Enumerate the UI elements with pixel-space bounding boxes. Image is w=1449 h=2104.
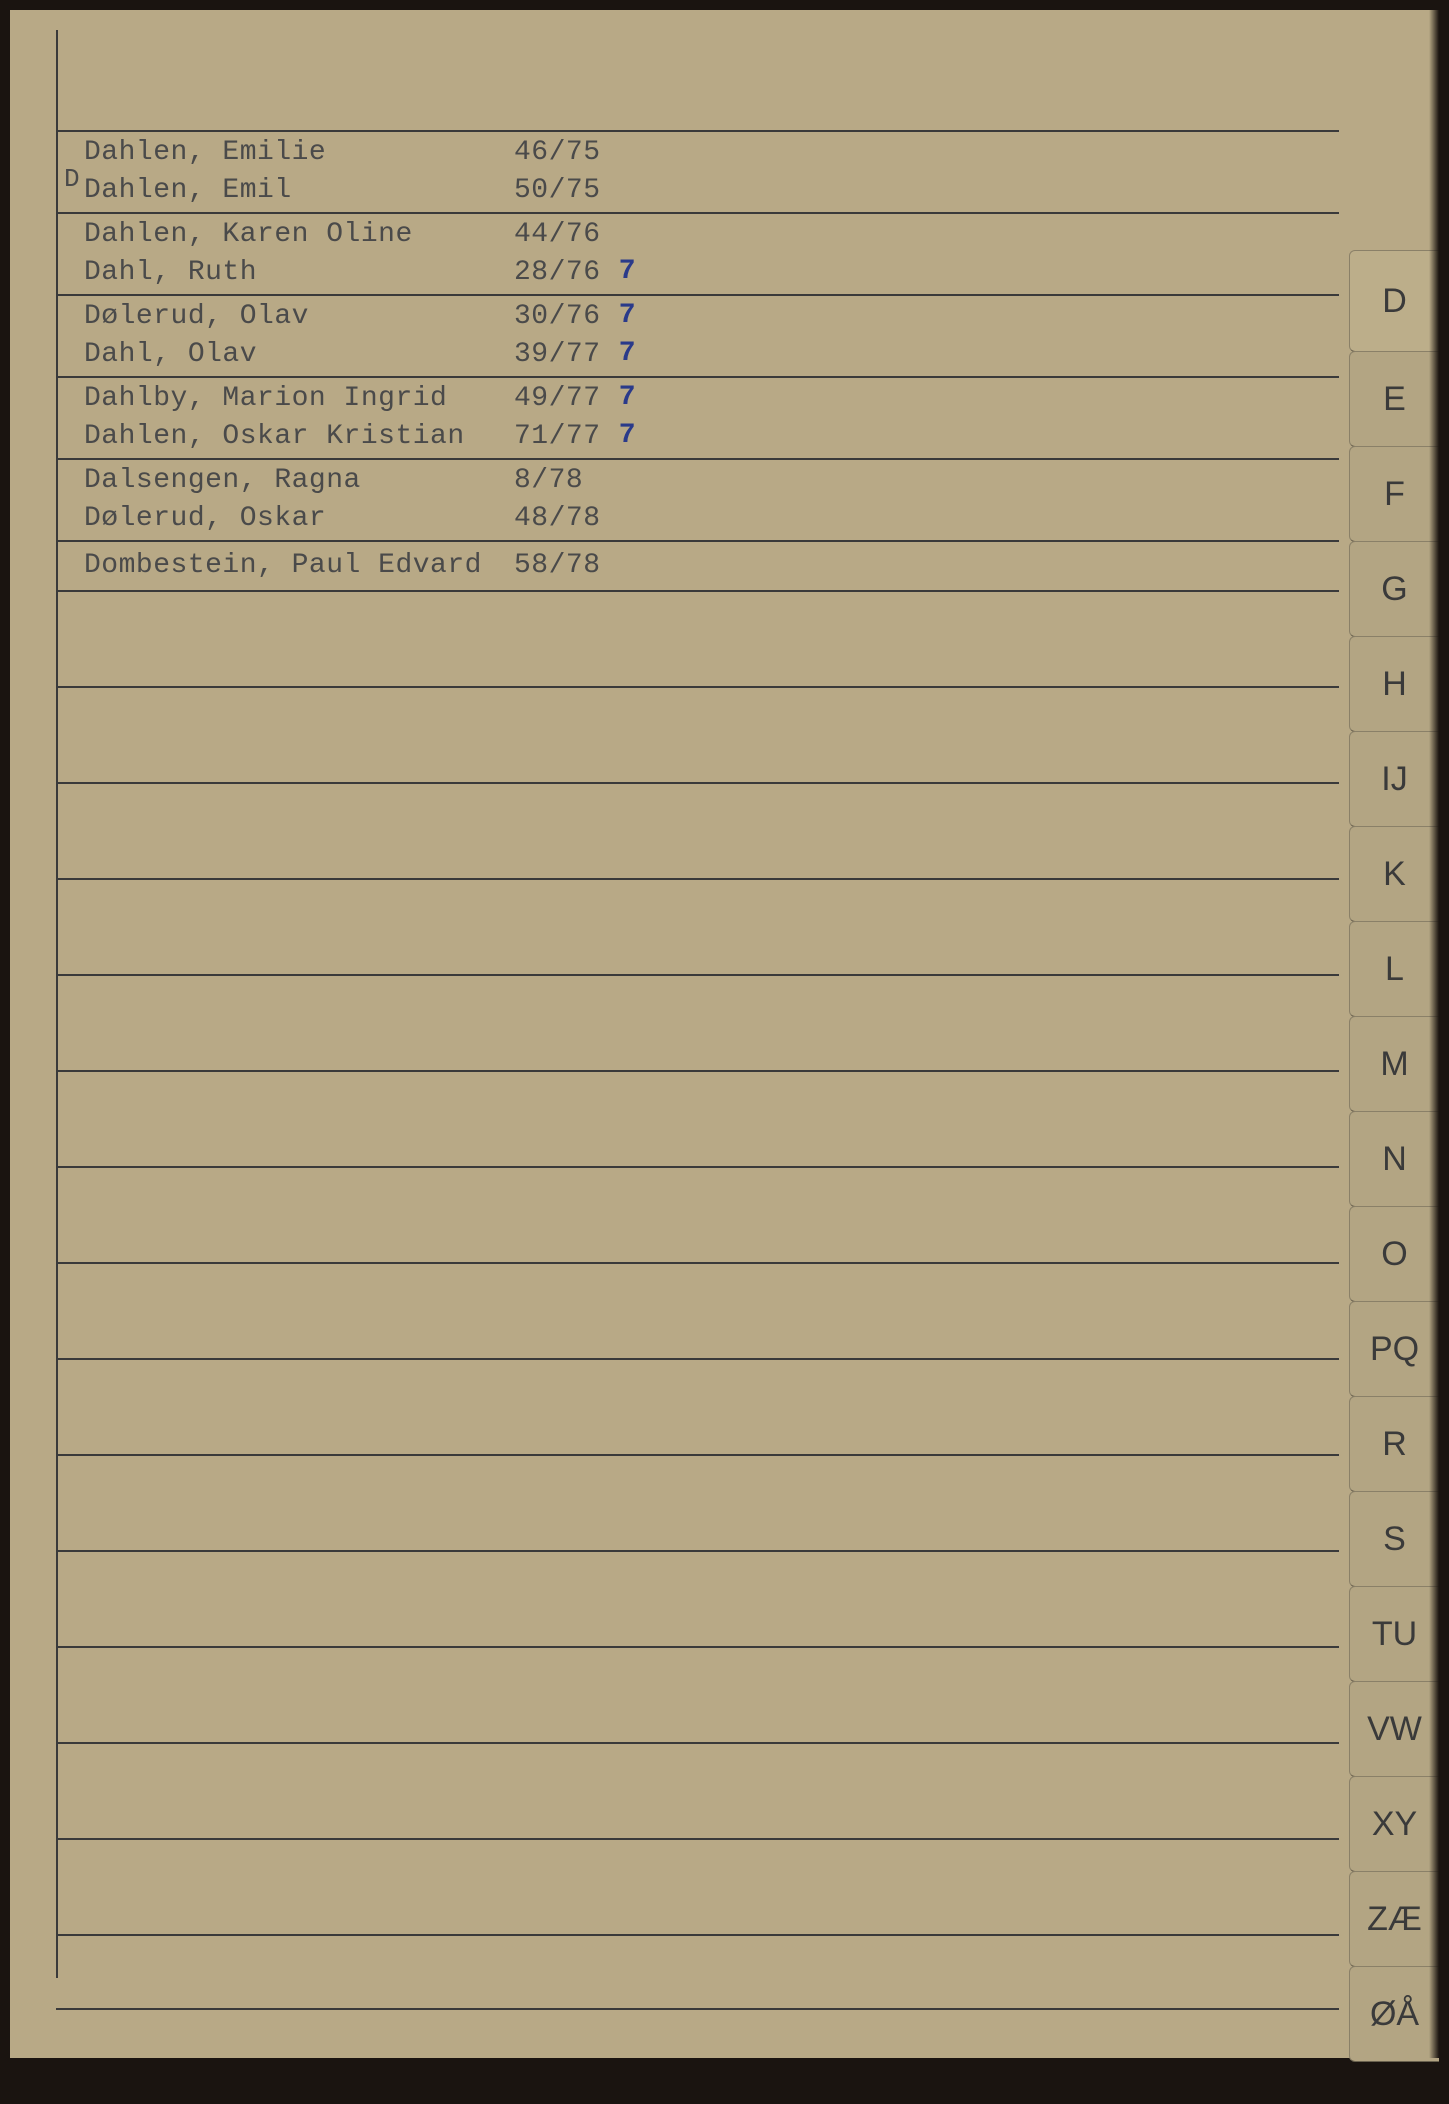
entry-line: Dølerud, Oskar48/78 [84, 500, 1339, 538]
alpha-tab-n[interactable]: N [1349, 1111, 1439, 1207]
ruled-row: Dahlen, Karen Oline44/76Dahl, Ruth28/76 [56, 212, 1339, 294]
alpha-tab-g[interactable]: G [1349, 541, 1439, 637]
entry-name: Dahlen, Karen Oline [84, 216, 514, 254]
ruled-row [56, 1550, 1339, 1646]
alpha-tab-k[interactable]: K [1349, 826, 1439, 922]
ruled-row [56, 1454, 1339, 1550]
ruled-row [56, 1358, 1339, 1454]
ruled-row [56, 974, 1339, 1070]
ruled-row: DDahlen, Emilie46/75Dahlen, Emil50/75 [56, 130, 1339, 212]
stray-letter: D [64, 164, 80, 194]
ruled-row [56, 686, 1339, 782]
ruled-row [56, 1742, 1339, 1838]
alpha-tab-o[interactable]: O [1349, 1206, 1439, 1302]
ruled-row [56, 1262, 1339, 1358]
header-blank [56, 30, 1339, 130]
entry-ref: 30/76 [514, 298, 634, 336]
entry-ref: 71/77 [514, 418, 634, 456]
entry-name: Dølerud, Oskar [84, 500, 514, 538]
ruled-row [56, 590, 1339, 686]
alpha-tab-ij[interactable]: IJ [1349, 731, 1439, 827]
ruled-row: Dølerud, Olav30/76Dahl, Olav39/77 [56, 294, 1339, 376]
alpha-tab-s[interactable]: S [1349, 1491, 1439, 1587]
alpha-tab-xy[interactable]: XY [1349, 1776, 1439, 1872]
ruled-row [56, 1166, 1339, 1262]
entry-ref: 50/75 [514, 172, 634, 210]
entry-ref: 8/78 [514, 462, 634, 500]
ruled-row: Dahlby, Marion Ingrid49/77Dahlen, Oskar … [56, 376, 1339, 458]
entry-name: Dahlby, Marion Ingrid [84, 380, 514, 418]
alpha-tab-r[interactable]: R [1349, 1396, 1439, 1492]
alpha-tab-zæ[interactable]: ZÆ [1349, 1871, 1439, 1967]
ruled-row [56, 1646, 1339, 1742]
rows-container: DDahlen, Emilie46/75Dahlen, Emil50/75Dah… [56, 130, 1339, 2104]
alpha-tabs: DEFGHIJKLMNOPQRSTUVWXYZÆØÅ [1349, 250, 1439, 2061]
ruled-row: Dombestein, Paul Edvard58/78 [56, 540, 1339, 590]
entry-name: Dalsengen, Ragna [84, 462, 514, 500]
entry-line: Dombestein, Paul Edvard58/78 [84, 547, 1339, 585]
alpha-tab-m[interactable]: M [1349, 1016, 1439, 1112]
entry-ref: 49/77 [514, 380, 634, 418]
entry-line: Dahlen, Emil50/75 [84, 172, 1339, 210]
alpha-tab-h[interactable]: H [1349, 636, 1439, 732]
entry-line: Dahlen, Oskar Kristian71/77 [84, 418, 1339, 456]
entry-line: Dahlen, Karen Oline44/76 [84, 216, 1339, 254]
entry-ref: 44/76 [514, 216, 634, 254]
entry-line: Dalsengen, Ragna 8/78 [84, 462, 1339, 500]
ruled-row: Dalsengen, Ragna 8/78Dølerud, Oskar48/78 [56, 458, 1339, 540]
entry-line: Dahl, Ruth28/76 [84, 254, 1339, 292]
ruled-row [56, 782, 1339, 878]
alpha-tab-e[interactable]: E [1349, 351, 1439, 447]
ruled-row [56, 878, 1339, 974]
entry-name: Dombestein, Paul Edvard [84, 547, 514, 585]
entry-name: Dahlen, Emil [84, 172, 514, 210]
entry-name: Dahl, Ruth [84, 254, 514, 292]
ruled-row [56, 2008, 1339, 2104]
entry-ref: 46/75 [514, 134, 634, 172]
entry-line: Dahlen, Emilie46/75 [84, 134, 1339, 172]
entry-ref: 39/77 [514, 336, 634, 374]
entry-name: Dølerud, Olav [84, 298, 514, 336]
alpha-tab-tu[interactable]: TU [1349, 1586, 1439, 1682]
entry-line: Dølerud, Olav30/76 [84, 298, 1339, 336]
entry-ref: 58/78 [514, 547, 634, 585]
alpha-tab-l[interactable]: L [1349, 921, 1439, 1017]
scan-edge-shadow [1429, 10, 1439, 2058]
alpha-tab-vw[interactable]: VW [1349, 1681, 1439, 1777]
alpha-tab-f[interactable]: F [1349, 446, 1439, 542]
ruled-row [56, 1934, 1339, 2008]
entry-line: Dahl, Olav39/77 [84, 336, 1339, 374]
ruled-row [56, 1070, 1339, 1166]
ruled-row [56, 1838, 1339, 1934]
alpha-tab-d[interactable]: D [1349, 250, 1439, 352]
index-card-page: DDahlen, Emilie46/75Dahlen, Emil50/75Dah… [10, 10, 1439, 2058]
alpha-tab-pq[interactable]: PQ [1349, 1301, 1439, 1397]
entry-ref: 28/76 [514, 254, 634, 292]
entry-name: Dahlen, Oskar Kristian [84, 418, 514, 456]
entry-name: Dahl, Olav [84, 336, 514, 374]
entry-name: Dahlen, Emilie [84, 134, 514, 172]
entry-ref: 48/78 [514, 500, 634, 538]
ruled-content: DDahlen, Emilie46/75Dahlen, Emil50/75Dah… [56, 30, 1339, 2104]
entry-line: Dahlby, Marion Ingrid49/77 [84, 380, 1339, 418]
